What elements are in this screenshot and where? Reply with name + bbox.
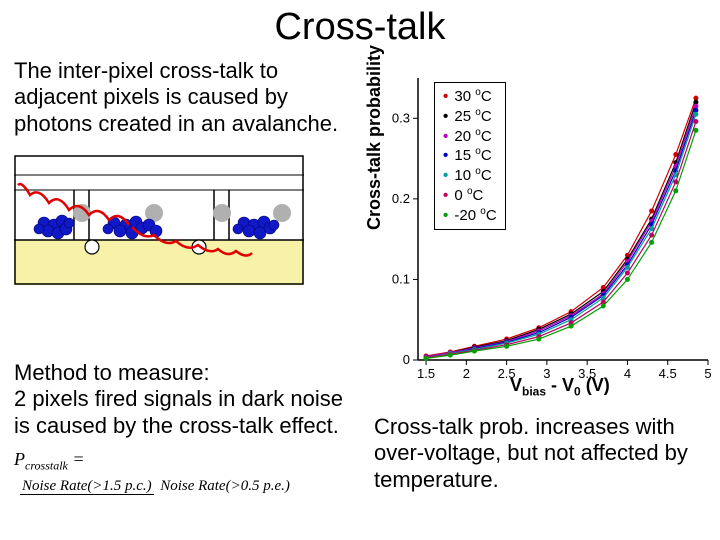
svg-text:0.2: 0.2 <box>392 191 410 206</box>
slide-title: Cross-talk <box>0 0 720 53</box>
x-axis-label: Vbias - V0 (V) <box>510 375 610 399</box>
formula-num: Noise Rate(>1.5 p.c.) <box>20 478 154 495</box>
formula-sub: crosstalk <box>25 459 68 473</box>
intro-text: The inter-pixel cross-talk to adjacent p… <box>14 58 354 137</box>
svg-text:0.3: 0.3 <box>392 110 410 125</box>
legend-item: • 10 oC <box>443 166 497 186</box>
right-column: Cross-talk probability 1.522.533.544.550… <box>370 70 715 400</box>
diagram-svg <box>14 155 304 285</box>
left-column: The inter-pixel cross-talk to adjacent p… <box>14 58 354 285</box>
legend-item: • 30 oC <box>443 87 497 107</box>
formula-p: P <box>14 449 25 469</box>
y-axis-label: Cross-talk probability <box>364 45 385 230</box>
formula-den: Noise Rate(>0.5 p.e.) <box>158 478 292 494</box>
svg-text:5: 5 <box>704 366 711 381</box>
legend-item: • 15 oC <box>443 146 497 166</box>
chart-caption: Cross-talk prob. increases with over-vol… <box>374 414 720 493</box>
svg-text:2: 2 <box>463 366 470 381</box>
svg-text:4: 4 <box>624 366 631 381</box>
method-block: Method to measure: 2 pixels fired signal… <box>14 360 364 496</box>
legend-item: • -20 oC <box>443 206 497 226</box>
legend-item: • 20 oC <box>443 127 497 147</box>
svg-text:0: 0 <box>403 352 410 367</box>
pixel-diagram <box>14 155 304 285</box>
chart-svg: 1.522.533.544.5500.10.20.3 <box>370 70 715 400</box>
method-text: Method to measure: 2 pixels fired signal… <box>14 360 364 439</box>
svg-text:1.5: 1.5 <box>417 366 435 381</box>
chart-legend: • 30 oC• 25 oC• 20 oC• 15 oC• 10 oC• 0 o… <box>434 82 506 230</box>
svg-text:4.5: 4.5 <box>659 366 677 381</box>
formula-fraction: Noise Rate(>1.5 p.c.) Noise Rate(>0.5 p.… <box>20 474 292 496</box>
legend-item: • 0 oC <box>443 186 497 206</box>
svg-text:0.1: 0.1 <box>392 271 410 286</box>
formula: Pcrosstalk = Noise Rate(>1.5 p.c.) Noise… <box>14 449 364 496</box>
legend-item: • 25 oC <box>443 107 497 127</box>
crosstalk-chart: Cross-talk probability 1.522.533.544.550… <box>370 70 715 400</box>
